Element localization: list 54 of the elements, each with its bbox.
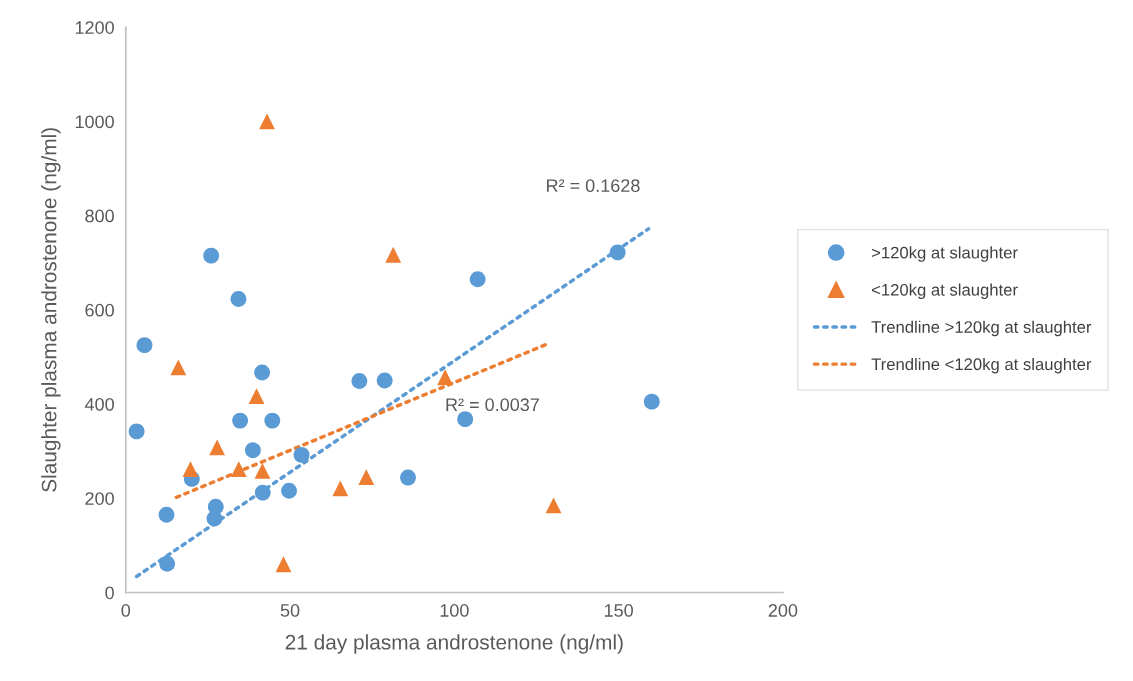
point: [437, 369, 454, 386]
point: [376, 372, 393, 389]
y-tick-label: 1000: [75, 115, 114, 129]
x-tick-label: 100: [440, 604, 469, 617]
point: [136, 337, 153, 354]
point: [170, 359, 187, 376]
point: [230, 291, 247, 307]
annotation: R² = 0.1628: [547, 179, 640, 193]
point: [351, 373, 368, 389]
point: [232, 412, 249, 429]
x-tick-label: 0: [121, 604, 131, 617]
point: [254, 484, 271, 501]
y-axis-title: Slaughter plasma androstenone (ng/ml): [41, 128, 61, 492]
y-tick-label: 200: [85, 492, 114, 505]
point: [332, 480, 349, 497]
x-tick-label: 200: [768, 604, 798, 617]
y-tick-label: 800: [85, 209, 114, 223]
point: [206, 510, 223, 527]
y-tick-label: 1200: [75, 21, 114, 34]
x-tick-label: 50: [280, 604, 300, 617]
point: [385, 246, 402, 263]
point: [457, 411, 474, 428]
y-tick-label: 0: [105, 586, 114, 600]
point: [259, 113, 275, 130]
point: [254, 364, 271, 381]
point: [264, 412, 281, 429]
x-axis-title: 21 day plasma androstenone (ng/ml): [285, 634, 623, 654]
point: [281, 482, 297, 499]
point: [254, 463, 271, 479]
point: [293, 447, 310, 463]
y-tick-label: 600: [85, 303, 114, 317]
point: [643, 393, 660, 410]
point: [158, 506, 175, 523]
point: [209, 439, 226, 456]
legend-label: <120kg at slaughter: [871, 283, 1018, 300]
point: [245, 442, 261, 459]
point: [545, 497, 562, 514]
point: [469, 271, 486, 288]
point: [159, 555, 176, 572]
point: [230, 461, 247, 477]
legend-label: >120kg at slaughter: [871, 246, 1018, 262]
legend-label: Trendline <120kg at slaughter: [871, 357, 1092, 374]
annotation: R² = 0.0037: [446, 398, 539, 412]
point: [248, 388, 265, 404]
y-tick-label: 400: [84, 397, 114, 411]
point: [358, 469, 375, 485]
point: [182, 461, 199, 477]
point: [128, 423, 145, 440]
point: [275, 556, 292, 573]
point: [203, 247, 220, 264]
legend-label: Trendline >120kg at slaughter: [871, 320, 1092, 337]
point: [400, 469, 416, 486]
x-tick-label: 150: [604, 604, 633, 617]
point: [609, 244, 626, 261]
